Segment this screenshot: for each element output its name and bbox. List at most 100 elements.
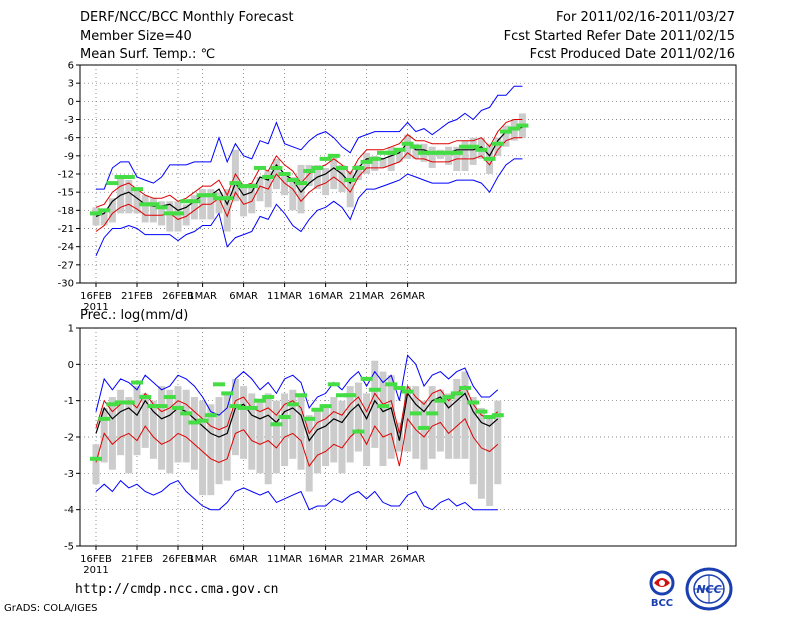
precip-xtick-label: 6MAR bbox=[229, 554, 258, 565]
precip-xtick-label: 21MAR bbox=[349, 554, 384, 565]
precip-median-marker bbox=[295, 393, 307, 397]
precip-median-marker bbox=[287, 402, 299, 406]
temp-median-marker bbox=[475, 148, 487, 152]
precip-median-marker bbox=[221, 391, 233, 395]
precip-xtick-label: 26MAR bbox=[390, 554, 425, 565]
precip-spread-box bbox=[216, 397, 223, 484]
temp-xtick-label: 16FEB bbox=[80, 291, 112, 302]
temp-median-marker bbox=[279, 172, 291, 176]
precip-xtick-label: 2011 bbox=[83, 565, 108, 576]
temp-median-marker bbox=[98, 208, 110, 212]
temp-spread-box bbox=[142, 195, 149, 222]
precip-median-marker bbox=[90, 457, 102, 461]
temp-median-marker bbox=[188, 199, 200, 203]
precip-median-marker bbox=[197, 419, 209, 423]
precip-median-marker bbox=[459, 386, 471, 390]
precip-median-marker bbox=[361, 377, 373, 381]
temp-median-marker bbox=[246, 184, 258, 188]
precip-ytick-label: 0 bbox=[68, 360, 74, 371]
precip-median-marker bbox=[311, 408, 323, 412]
precip-median-marker bbox=[279, 415, 291, 419]
temp-median-marker bbox=[221, 196, 233, 200]
temp-xtick-label: 1MAR bbox=[188, 291, 217, 302]
precip-ytick-label: -4 bbox=[64, 505, 74, 516]
temp-median-marker bbox=[393, 148, 405, 152]
temp-median-marker bbox=[311, 166, 323, 170]
chart-svg: 630-3-6-9-12-15-18-21-24-27-3016FEB20112… bbox=[0, 0, 800, 618]
precip-median-marker bbox=[393, 386, 405, 390]
precip-ytick-label: -5 bbox=[64, 542, 74, 553]
precip-spread-box bbox=[265, 393, 272, 484]
temp-xtick-label: 11MAR bbox=[267, 291, 302, 302]
precip-median-marker bbox=[213, 382, 225, 386]
forecast-figure: DERF/NCC/BCC Monthly Forecast Member Siz… bbox=[0, 0, 800, 618]
temp-ytick-label: -27 bbox=[58, 260, 74, 271]
temp-ytick-label: -6 bbox=[64, 133, 74, 144]
precip-median-marker bbox=[410, 411, 422, 415]
temp-xtick-label: 26MAR bbox=[390, 291, 425, 302]
precip-spread-box bbox=[150, 401, 157, 459]
temp-xtick-label: 16MAR bbox=[308, 291, 343, 302]
precip-spread-box bbox=[183, 390, 190, 463]
temp-median-marker bbox=[344, 178, 356, 182]
precip-median-marker bbox=[270, 422, 282, 426]
precip-spread-box bbox=[207, 404, 214, 495]
precip-min-line bbox=[96, 481, 498, 510]
grads-credit: GrADS: COLA/IGES bbox=[4, 603, 98, 614]
temp-ytick-label: 6 bbox=[68, 61, 74, 72]
source-url[interactable]: http://cmdp.ncc.cma.gov.cn bbox=[75, 582, 279, 597]
precip-median-marker bbox=[131, 381, 143, 385]
precip-median-marker bbox=[254, 399, 266, 403]
temp-xtick-label: 21MAR bbox=[349, 291, 384, 302]
temp-spread-box bbox=[429, 147, 436, 168]
precip-median-marker bbox=[320, 404, 332, 408]
precip-median-marker bbox=[303, 417, 315, 421]
temp-median-marker bbox=[254, 166, 266, 170]
precip-median-marker bbox=[451, 391, 463, 395]
precip-median-marker bbox=[262, 395, 274, 399]
temp-spread-box bbox=[175, 201, 182, 231]
precip-xtick-label: 21FEB bbox=[121, 554, 153, 565]
precip-median-marker bbox=[164, 395, 176, 399]
temp-median-marker bbox=[516, 124, 528, 128]
temp-ytick-label: 3 bbox=[68, 79, 74, 90]
precip-spread-box bbox=[166, 390, 173, 474]
temp-median-marker bbox=[262, 175, 274, 179]
temp-median-marker bbox=[131, 187, 143, 191]
precip-xtick-label: 1MAR bbox=[188, 554, 217, 565]
temp-median-marker bbox=[123, 175, 135, 179]
temp-ytick-label: -3 bbox=[64, 115, 74, 126]
precip-ytick-label: -3 bbox=[64, 469, 74, 480]
temp-spread-box bbox=[134, 189, 141, 213]
precip-median-marker bbox=[352, 430, 364, 434]
temp-median-marker bbox=[156, 205, 168, 209]
precip-median-marker bbox=[402, 390, 414, 394]
temp-median-marker bbox=[484, 157, 496, 161]
precip-median-marker bbox=[139, 395, 151, 399]
precip-median-marker bbox=[443, 395, 455, 399]
precip-xtick-label: 11MAR bbox=[267, 554, 302, 565]
temp-median-marker bbox=[270, 166, 282, 170]
temp-ytick-label: -9 bbox=[64, 151, 74, 162]
precip-median-marker bbox=[328, 382, 340, 386]
precip-spread-box bbox=[445, 393, 452, 458]
precip-median-marker bbox=[418, 426, 430, 430]
precip-ytick-label: -2 bbox=[64, 433, 74, 444]
precip-median-marker bbox=[377, 404, 389, 408]
precip-spread-box bbox=[289, 390, 296, 459]
precip-median-marker bbox=[426, 411, 438, 415]
ncc-logo-text: NCC bbox=[696, 583, 721, 596]
precip-median-marker bbox=[98, 417, 110, 421]
ncc-logo: NCC bbox=[683, 566, 735, 612]
precip-median-marker bbox=[344, 393, 356, 397]
temp-ytick-label: 0 bbox=[68, 97, 74, 108]
bcc-logo-text: BCC bbox=[651, 598, 673, 609]
temp-median-marker bbox=[451, 151, 463, 155]
precip-spread-box bbox=[322, 404, 329, 466]
bcc-logo: BCC bbox=[640, 569, 685, 609]
precip-median-marker bbox=[467, 400, 479, 404]
temp-ytick-label: -30 bbox=[58, 279, 74, 290]
precip-xtick-label: 16FEB bbox=[80, 554, 112, 565]
precip-median-marker bbox=[172, 406, 184, 410]
temp-xtick-label: 21FEB bbox=[121, 291, 153, 302]
